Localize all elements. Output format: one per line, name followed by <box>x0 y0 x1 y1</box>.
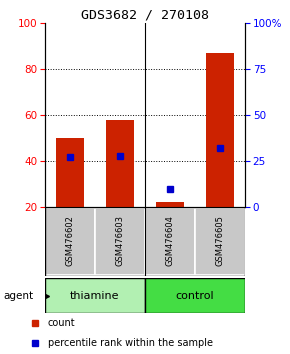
Bar <box>206 53 234 207</box>
Bar <box>156 202 184 207</box>
FancyBboxPatch shape <box>45 208 95 275</box>
Text: GDS3682 / 270108: GDS3682 / 270108 <box>81 9 209 22</box>
Bar <box>56 138 84 207</box>
Text: agent: agent <box>3 291 33 301</box>
FancyBboxPatch shape <box>195 208 245 275</box>
Bar <box>106 120 134 207</box>
Text: GSM476604: GSM476604 <box>166 215 175 266</box>
FancyBboxPatch shape <box>45 278 145 313</box>
Text: thiamine: thiamine <box>70 291 120 301</box>
Text: GSM476605: GSM476605 <box>215 215 224 266</box>
Text: GSM476603: GSM476603 <box>115 215 124 266</box>
Text: percentile rank within the sample: percentile rank within the sample <box>48 338 213 348</box>
FancyBboxPatch shape <box>145 278 245 313</box>
Text: control: control <box>176 291 214 301</box>
FancyBboxPatch shape <box>95 208 145 275</box>
Text: GSM476602: GSM476602 <box>66 215 75 266</box>
FancyBboxPatch shape <box>145 208 195 275</box>
Text: count: count <box>48 318 75 328</box>
